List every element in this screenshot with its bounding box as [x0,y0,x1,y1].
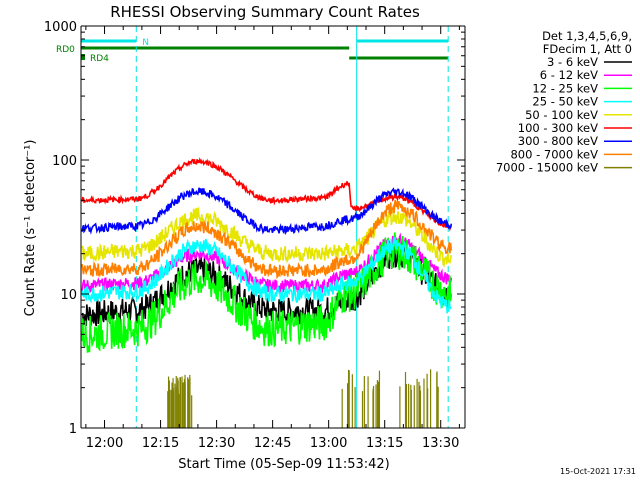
x-tick-label: 13:30 [422,436,459,451]
legend-entry-label: 3 - 6 keV [547,55,598,69]
y-tick-label: 100 [52,154,77,169]
series-line [81,232,453,353]
series-line [81,187,453,236]
y-axis-label: Count Rate (s⁻¹ detector⁻¹) [23,140,38,317]
legend: Det 1,3,4,5,6,9, FDecim 1, Att 0 3 - 6 k… [496,29,632,175]
rd4-flag-label: RD4 [90,54,109,64]
x-tick-label: 12:45 [254,436,291,451]
series-line [81,199,453,280]
y-tick-label: 1 [69,422,77,437]
legend-entry-label: 6 - 12 keV [540,68,598,82]
x-tick-label: 13:15 [366,436,403,451]
y-tick-label: 10 [60,288,77,303]
x-tick-label: 12:30 [198,436,235,451]
series-group [81,156,453,428]
legend-header-line-1: Det 1,3,4,5,6,9, [542,29,632,43]
series-line [81,206,453,268]
legend-entry-label: 12 - 25 keV [532,81,598,95]
series-line [81,236,452,314]
legend-entry-label: 800 - 7000 keV [510,147,598,161]
axis-ticks: 12:00 12:15 12:30 12:45 13:00 13:15 13:30 1 10 10… [44,20,465,451]
legend-entry-label: 50 - 100 keV [525,108,598,122]
legend-header-line-2: FDecim 1, Att 0 [543,42,632,56]
legend-entry-label: 7000 - 15000 keV [496,161,598,175]
legend-entry-label: 25 - 50 keV [532,95,598,109]
x-axis-label: Start Time (05-Sep-09 11:53:42) [178,457,389,472]
chart-title: RHESSI Observing Summary Count Rates [110,3,420,21]
rd4-flag-marker [81,54,85,60]
rd0-flag-label: RD0 [56,45,75,55]
series-spikes [167,369,439,428]
night-flag-label: N [142,38,149,48]
x-tick-label: 13:00 [310,436,347,451]
legend-entry-label: 300 - 800 keV [518,134,598,148]
x-tick-label: 12:00 [86,436,123,451]
y-tick-label: 1000 [44,20,77,35]
x-tick-label: 12:15 [142,436,179,451]
legend-entry-label: 100 - 300 keV [518,121,598,135]
timestamp: 15-Oct-2021 17:31 [560,467,636,476]
